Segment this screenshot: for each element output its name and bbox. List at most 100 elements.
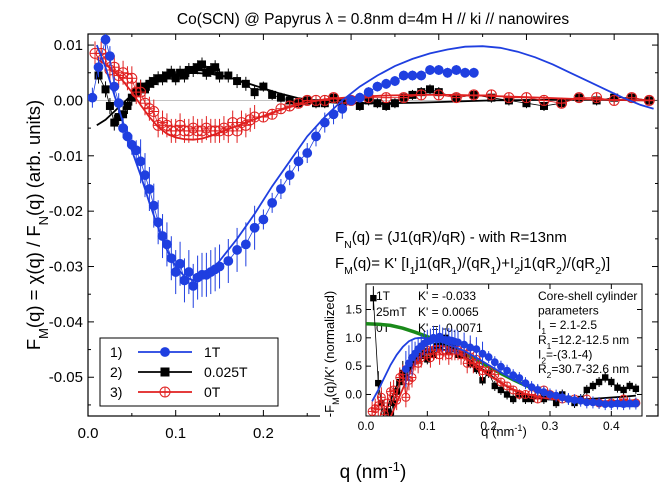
formula-fm-part: 1 bbox=[490, 265, 496, 277]
data-point bbox=[123, 101, 132, 110]
data-point bbox=[528, 395, 535, 403]
data-point bbox=[268, 90, 277, 99]
x-tick-label: 0.2 bbox=[253, 425, 274, 442]
data-point bbox=[302, 148, 313, 158]
data-point bbox=[88, 92, 98, 103]
inset-y-tick-label: 1.5 bbox=[345, 302, 362, 316]
x-axis-label-part: q (nm bbox=[340, 462, 389, 483]
data-point bbox=[540, 101, 548, 110]
inset-x-axis-label-part: q (nm bbox=[481, 424, 514, 439]
inset-x-axis-label-part: ) bbox=[522, 424, 526, 439]
data-point bbox=[522, 395, 529, 403]
inset-param-line-part: R bbox=[538, 333, 547, 347]
x-axis-label-part: ) bbox=[400, 462, 406, 483]
series-0-025t bbox=[94, 57, 654, 131]
data-point bbox=[497, 362, 505, 371]
series-1t bbox=[88, 34, 654, 308]
y-axis-label-part: (q) (arb. units) bbox=[23, 100, 44, 216]
y-tick-label: 0.00 bbox=[54, 92, 83, 109]
formula-fm-part: )+I bbox=[496, 255, 514, 272]
y-tick-label: 0.01 bbox=[54, 37, 83, 54]
data-point bbox=[472, 345, 481, 354]
legend-marker bbox=[159, 386, 171, 398]
data-point bbox=[337, 103, 348, 114]
y-tick-label: -0.05 bbox=[49, 369, 83, 386]
data-point bbox=[375, 379, 382, 387]
data-point bbox=[193, 63, 202, 72]
data-point bbox=[160, 347, 170, 357]
data-point bbox=[602, 374, 609, 381]
data-point bbox=[370, 294, 377, 302]
y-axis-label: FM(q) = χ(q) / FN(q) (arb. units) bbox=[23, 100, 51, 350]
data-point bbox=[372, 81, 383, 92]
formula-fm-part: 2 bbox=[595, 265, 601, 277]
data-point bbox=[346, 95, 356, 106]
data-point bbox=[632, 385, 640, 393]
data-point bbox=[614, 384, 621, 391]
inset-param-line-part: = 2.1-2.5 bbox=[546, 318, 597, 332]
legend-marker bbox=[160, 347, 170, 357]
inset-y-axis-label: -FM(q)/K' (normalized) bbox=[322, 291, 341, 417]
inset-param-line-part: =-(3.1-4) bbox=[546, 347, 592, 361]
inset-param-line-part: I bbox=[538, 318, 541, 332]
inset-param-line: R2=30.7-32.6 nm bbox=[538, 362, 629, 380]
data-point bbox=[503, 366, 511, 375]
inset-param-line-part: 1 bbox=[541, 326, 546, 336]
data-point bbox=[484, 353, 493, 361]
formula-fm: FM(q)= K' [I1j1(qR1)/(qR1)+I2j1(qR2)/(qR… bbox=[335, 255, 610, 277]
inset-param-line-part: =30.7-32.6 nm bbox=[551, 362, 629, 376]
data-point bbox=[198, 60, 206, 69]
data-point bbox=[407, 70, 418, 81]
data-point bbox=[101, 85, 110, 94]
formula-fm-part: 1 bbox=[410, 265, 416, 277]
formula-fm-part: 2 bbox=[556, 265, 562, 277]
legend-label: 0.025T bbox=[204, 364, 248, 380]
data-point bbox=[189, 65, 198, 74]
y-axis-label-part: (q) = χ(q) / F bbox=[23, 225, 44, 328]
data-point bbox=[552, 399, 560, 407]
inset-param-line-part: parameters bbox=[538, 304, 599, 318]
data-point bbox=[223, 256, 234, 266]
legend-number: 3) bbox=[110, 384, 122, 400]
data-point bbox=[293, 156, 304, 167]
data-point bbox=[276, 93, 285, 102]
inset-param-line-part: I bbox=[538, 347, 541, 361]
data-point bbox=[381, 78, 392, 89]
series-0t bbox=[89, 41, 655, 143]
fit-curve bbox=[96, 58, 654, 141]
inset-y-axis-label-group: -FM(q)/K' (normalized) bbox=[322, 291, 341, 417]
x-axis-label: q (nm-1) bbox=[340, 459, 407, 484]
data-point bbox=[626, 382, 633, 390]
data-point bbox=[259, 82, 268, 91]
fit-curve bbox=[95, 44, 654, 282]
data-point bbox=[589, 382, 597, 390]
data-point bbox=[311, 131, 321, 142]
data-point bbox=[426, 85, 434, 94]
data-point bbox=[100, 34, 111, 45]
data-point bbox=[451, 65, 462, 75]
data-point bbox=[258, 214, 269, 225]
inset-param-line: R1=12.2-12.5 nm bbox=[538, 333, 629, 351]
data-point bbox=[188, 280, 199, 291]
inset-param-line: I2=-(3.1-4) bbox=[538, 347, 592, 365]
data-point bbox=[390, 76, 400, 86]
inset-y-axis-label-part: -F bbox=[322, 405, 337, 417]
inset-k-value: K' = -0.033 bbox=[418, 289, 476, 303]
inset-param-line: Core-shell cylinder bbox=[538, 289, 637, 303]
x-axis-label-part: -1 bbox=[388, 459, 400, 474]
data-point bbox=[460, 67, 470, 78]
inset-param-line-part: 2 bbox=[541, 355, 546, 365]
data-point bbox=[105, 101, 114, 110]
data-point bbox=[583, 386, 590, 394]
fit-curve bbox=[371, 336, 636, 408]
data-point bbox=[240, 239, 251, 250]
formula-fn-part: N bbox=[344, 239, 352, 251]
data-point bbox=[284, 170, 295, 181]
x-tick-label: 0.1 bbox=[165, 425, 186, 442]
inset-x-axis-label: q (nm-1) bbox=[481, 423, 527, 439]
formula-fn: FN(q) = (J1(qR)/qR) - with R=13nm bbox=[335, 229, 567, 251]
data-point bbox=[285, 96, 294, 105]
data-point bbox=[171, 74, 180, 83]
y-tick-label: -0.03 bbox=[49, 259, 83, 276]
inset-x-tick-label: 0.2 bbox=[480, 419, 497, 433]
